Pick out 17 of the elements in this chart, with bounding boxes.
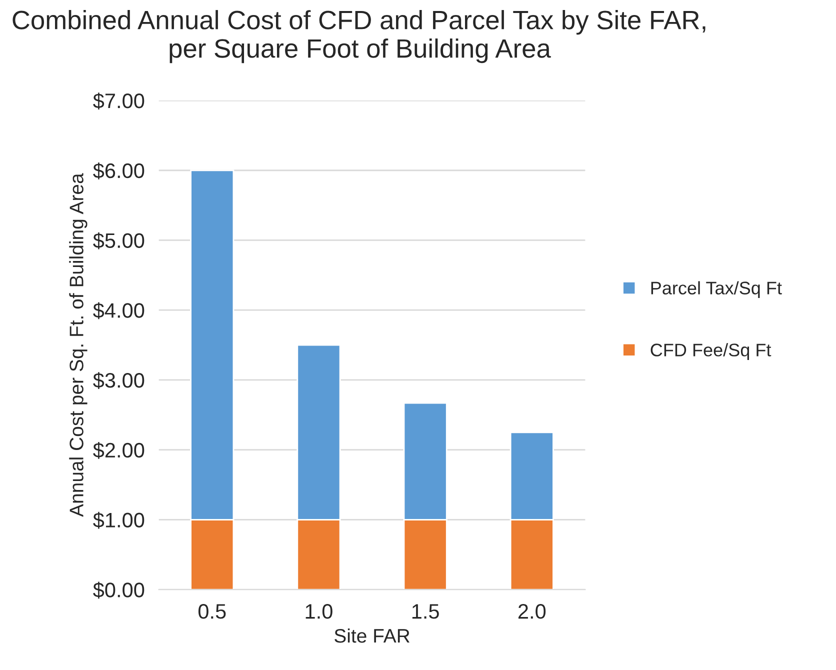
y-tick-label: $5.00	[93, 232, 144, 250]
legend-label: Parcel Tax/Sq Ft	[651, 281, 782, 298]
x-tick-label: 0.5	[198, 604, 226, 619]
legend-label: CFD Fee/Sq Ft	[650, 343, 772, 360]
y-tick-label: $0.00	[93, 582, 144, 599]
y-tick-label: $6.00	[93, 162, 144, 180]
y-axis-title: Annual Cost per Sq. Ft. of Building Area	[69, 173, 88, 517]
y-tick-label: $7.00	[93, 92, 144, 110]
y-tick-label: $2.00	[93, 442, 144, 459]
y-tick-label: $4.00	[93, 302, 144, 320]
y-tick-label: $3.00	[93, 372, 144, 389]
chart-title: Combined Annual Cost of CFD and Parcel Tax by Site FAR, per Square Foot of Building Area	[12, 10, 706, 64]
x-tick-label: 1.0	[306, 604, 332, 619]
y-tick-label: $1.00	[93, 512, 144, 529]
x-axis-title: Site FAR	[334, 628, 410, 643]
x-tick-label: 1.5	[412, 604, 439, 619]
x-tick-label: 2.0	[518, 604, 546, 619]
